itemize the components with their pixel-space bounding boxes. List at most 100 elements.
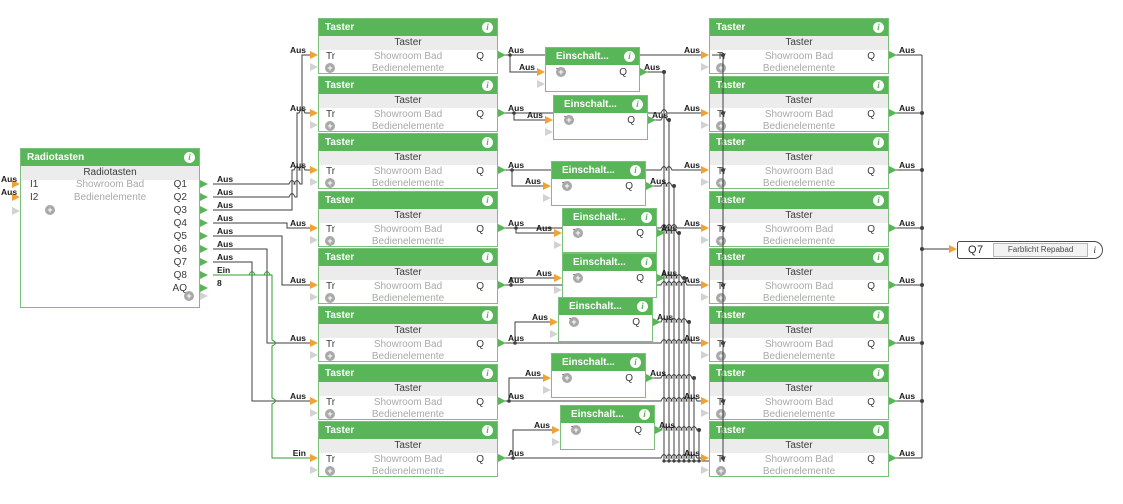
port-q[interactable]: Q — [634, 425, 642, 436]
plus-icon[interactable]: + — [45, 205, 55, 215]
function-block-taster[interactable]: Taster i Taster Tr Showroom Bad Q + Bedieneleme… — [709, 18, 889, 74]
port-output[interactable]: AQ — [172, 283, 187, 294]
output-block-q7[interactable]: Q7 Farblicht Repabad i — [957, 241, 1103, 259]
info-icon[interactable]: i — [482, 22, 493, 33]
port-tr[interactable]: Tr — [326, 281, 336, 292]
plus-icon[interactable]: + — [325, 466, 335, 476]
port-tr[interactable]: Tr — [326, 397, 336, 408]
port-q[interactable]: Q — [476, 339, 484, 350]
port-q[interactable]: Q — [476, 224, 484, 235]
port-q[interactable]: Q — [619, 67, 627, 78]
function-block-taster[interactable]: Taster i Taster Tr Showroom Bad Q + Bedieneleme… — [318, 421, 498, 477]
port-tr[interactable]: Tr — [326, 51, 336, 62]
info-icon[interactable]: i — [482, 195, 493, 206]
function-block-einschaltverzoegerung[interactable]: Einschalt...iTrQ+ — [560, 405, 655, 450]
info-icon[interactable]: i — [184, 152, 195, 163]
function-block-einschaltverzoegerung[interactable]: Einschalt...iTrQ+ — [545, 47, 640, 92]
port-output[interactable]: Q5 — [173, 231, 187, 242]
port-tr[interactable]: Tr — [326, 339, 336, 350]
port-output[interactable]: Q2 — [173, 192, 187, 203]
function-block-einschaltverzoegerung[interactable]: Einschalt...iTrQ+ — [562, 208, 657, 253]
plus-icon[interactable]: + — [325, 409, 335, 419]
function-block-einschaltverzoegerung[interactable]: Einschalt...iTrQ+ — [562, 253, 657, 298]
output-port-label[interactable]: Farblicht Repabad — [992, 243, 1089, 257]
port-tr[interactable]: Tr — [326, 454, 336, 465]
function-block-taster[interactable]: Taster i Taster Tr Showroom Bad Q + Bedieneleme… — [709, 191, 889, 247]
port-output[interactable]: Q6 — [173, 244, 187, 255]
info-icon[interactable]: i — [482, 310, 493, 321]
port-q[interactable]: Q — [867, 339, 875, 350]
port-output[interactable]: Q4 — [173, 218, 187, 229]
plus-icon[interactable]: + — [573, 228, 583, 238]
port-q[interactable]: Q — [867, 281, 875, 292]
info-icon[interactable]: i — [873, 368, 884, 379]
port-q[interactable]: Q — [867, 51, 875, 62]
function-block-taster[interactable]: Taster i Taster Tr Showroom Bad Q + Bedieneleme… — [318, 18, 498, 74]
plus-icon[interactable]: + — [562, 373, 572, 383]
function-block-taster[interactable]: Taster i Taster Tr Showroom Bad Q + Bedieneleme… — [318, 133, 498, 189]
port-q[interactable]: Q — [625, 181, 633, 192]
info-icon[interactable]: i — [641, 212, 652, 223]
function-block-einschaltverzoegerung[interactable]: Einschalt...iTrQ+ — [558, 297, 653, 342]
plus-icon[interactable]: + — [325, 351, 335, 361]
function-block-radiotasten[interactable]: Radiotasten i Radiotasten Showroom Bad Bedie… — [20, 148, 200, 308]
info-icon[interactable]: i — [624, 51, 635, 62]
function-block-einschaltverzoegerung[interactable]: Einschalt...iTrQ+ — [551, 161, 646, 206]
port-q[interactable]: Q — [476, 281, 484, 292]
plus-icon[interactable]: + — [716, 466, 726, 476]
plus-icon[interactable]: + — [564, 115, 574, 125]
function-block-taster[interactable]: Taster i Taster Tr Showroom Bad Q + Bedieneleme… — [709, 133, 889, 189]
port-q[interactable]: Q — [625, 373, 633, 384]
info-icon[interactable]: i — [873, 195, 884, 206]
function-block-einschaltverzoegerung[interactable]: Einschalt...iTrQ+ — [553, 95, 648, 140]
plus-icon[interactable]: + — [325, 63, 335, 73]
port-input[interactable]: I2 — [30, 192, 39, 203]
function-block-taster[interactable]: Taster i Taster Tr Showroom Bad Q + Bedieneleme… — [318, 248, 498, 304]
port-q[interactable]: Q — [476, 397, 484, 408]
info-icon[interactable]: i — [873, 80, 884, 91]
function-block-taster[interactable]: Taster i Taster Tr Showroom Bad Q + Bedieneleme… — [318, 306, 498, 362]
plus-icon[interactable]: + — [325, 121, 335, 131]
port-tr[interactable]: Tr — [326, 224, 336, 235]
plus-icon[interactable]: + — [325, 178, 335, 188]
port-q[interactable]: Q — [867, 454, 875, 465]
port-q[interactable]: Q — [867, 166, 875, 177]
port-q[interactable]: Q — [632, 317, 640, 328]
info-icon[interactable]: i — [873, 425, 884, 436]
port-q[interactable]: Q — [476, 109, 484, 120]
info-icon[interactable]: i — [482, 368, 493, 379]
plus-icon[interactable]: + — [571, 425, 581, 435]
port-output[interactable]: Q8 — [173, 270, 187, 281]
info-icon[interactable]: i — [637, 301, 648, 312]
plus-icon[interactable]: + — [556, 67, 566, 77]
info-icon[interactable]: i — [632, 99, 643, 110]
plus-icon[interactable]: + — [184, 291, 194, 301]
port-output[interactable]: Q7 — [173, 257, 187, 268]
info-icon[interactable]: i — [482, 252, 493, 263]
port-tr[interactable]: Tr — [326, 166, 336, 177]
plus-icon[interactable]: + — [325, 236, 335, 246]
port-q[interactable]: Q — [867, 397, 875, 408]
info-icon[interactable]: i — [873, 22, 884, 33]
info-icon[interactable]: i — [873, 252, 884, 263]
port-q[interactable]: Q — [476, 51, 484, 62]
port-q[interactable]: Q — [627, 115, 635, 126]
function-block-taster[interactable]: Taster i Taster Tr Showroom Bad Q + Bedieneleme… — [709, 364, 889, 420]
plus-icon[interactable]: + — [573, 273, 583, 283]
info-icon[interactable]: i — [482, 137, 493, 148]
info-icon[interactable]: i — [482, 80, 493, 91]
plus-icon[interactable]: + — [325, 293, 335, 303]
info-icon[interactable]: i — [873, 310, 884, 321]
function-block-taster[interactable]: Taster i Taster Tr Showroom Bad Q + Bedieneleme… — [318, 76, 498, 132]
port-q[interactable]: Q — [867, 109, 875, 120]
function-block-einschaltverzoegerung[interactable]: Einschalt...iTrQ+ — [551, 353, 646, 398]
info-icon[interactable]: i — [873, 137, 884, 148]
info-icon[interactable]: i — [630, 357, 641, 368]
plus-icon[interactable]: + — [562, 181, 572, 191]
function-block-taster[interactable]: Taster i Taster Tr Showroom Bad Q + Bedieneleme… — [709, 421, 889, 477]
function-block-taster[interactable]: Taster i Taster Tr Showroom Bad Q + Bedieneleme… — [709, 248, 889, 304]
port-q[interactable]: Q — [636, 273, 644, 284]
port-q[interactable]: Q — [867, 224, 875, 235]
info-icon[interactable]: i — [639, 409, 650, 420]
port-q[interactable]: Q — [476, 454, 484, 465]
